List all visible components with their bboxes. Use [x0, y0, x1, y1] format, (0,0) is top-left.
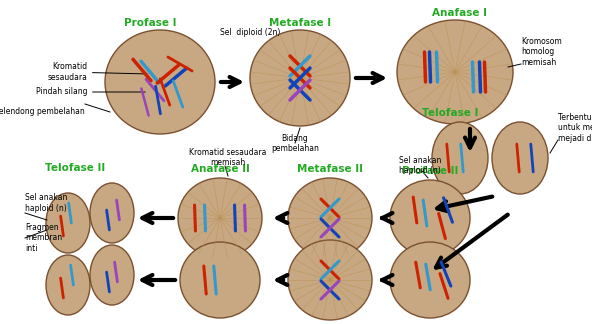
Text: Kromatid
sesaudara: Kromatid sesaudara [47, 62, 147, 82]
Text: Fragmen
membran
inti: Fragmen membran inti [25, 223, 62, 253]
Text: Gelendong pembelahan: Gelendong pembelahan [0, 107, 85, 116]
Ellipse shape [390, 242, 470, 318]
Text: Telofase I: Telofase I [422, 108, 478, 118]
Text: Telofase II: Telofase II [45, 163, 105, 173]
Ellipse shape [288, 178, 372, 258]
Ellipse shape [432, 122, 488, 194]
Text: Metafase I: Metafase I [269, 18, 331, 28]
Ellipse shape [288, 240, 372, 320]
Text: Profase I: Profase I [124, 18, 176, 28]
Ellipse shape [178, 178, 262, 258]
Text: Metafase II: Metafase II [297, 164, 363, 174]
Ellipse shape [46, 193, 90, 253]
Text: Terbentuk lekukan
untuk membagi sel
mejadi dua: Terbentuk lekukan untuk membagi sel meja… [558, 113, 592, 143]
Text: Bidang
pembelahan: Bidang pembelahan [271, 134, 319, 153]
Ellipse shape [90, 183, 134, 243]
Ellipse shape [105, 30, 215, 134]
Text: Sel  diploid (2n): Sel diploid (2n) [220, 28, 281, 37]
Text: Kromosom
homolog
memisah: Kromosom homolog memisah [521, 37, 562, 67]
Text: Kromatid sesaudara
memisah: Kromatid sesaudara memisah [189, 148, 266, 168]
Ellipse shape [180, 242, 260, 318]
Text: Sel anakan
haploid (n): Sel anakan haploid (n) [399, 156, 441, 175]
Ellipse shape [397, 20, 513, 124]
Text: Anafase II: Anafase II [191, 164, 249, 174]
Text: Pindah silang: Pindah silang [36, 87, 145, 97]
Text: Sel anakan
haploid (n): Sel anakan haploid (n) [25, 193, 67, 213]
Ellipse shape [390, 180, 470, 256]
Ellipse shape [250, 30, 350, 126]
Ellipse shape [46, 255, 90, 315]
Ellipse shape [90, 245, 134, 305]
Text: Profase II: Profase II [402, 166, 458, 176]
Ellipse shape [492, 122, 548, 194]
Text: Anafase I: Anafase I [433, 8, 487, 18]
